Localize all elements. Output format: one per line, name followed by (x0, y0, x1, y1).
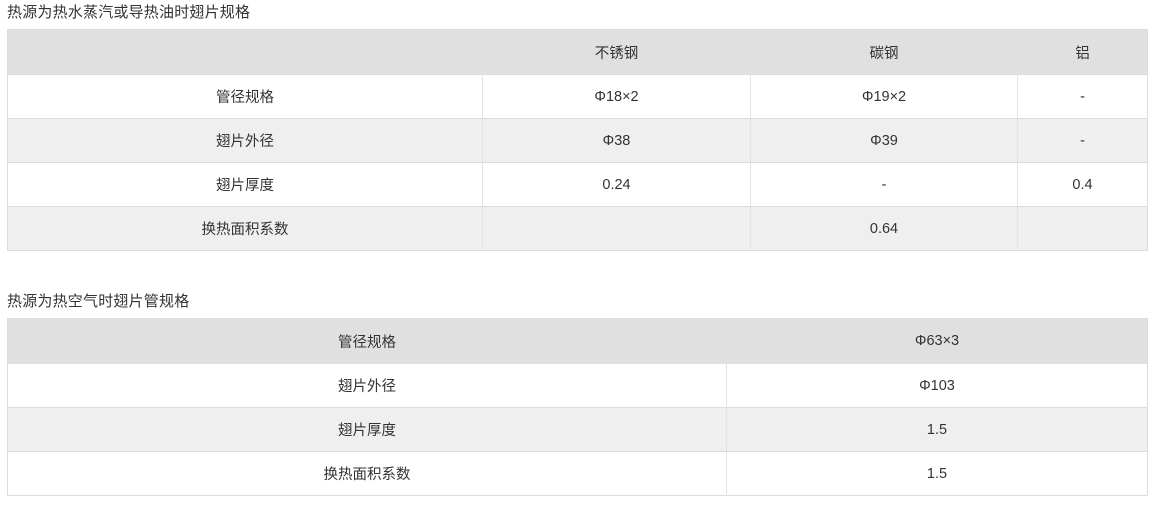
cell-value (1017, 206, 1148, 251)
cell-value: Φ19×2 (750, 74, 1018, 119)
cell-value: Φ38 (482, 118, 751, 163)
header-cell-stainless-steel: 不锈钢 (482, 29, 751, 75)
row-label-fin-thickness: 翅片厚度 (7, 407, 727, 452)
row-label-heat-transfer-area-coefficient: 换热面积系数 (7, 451, 727, 496)
fin-spec-table-2: 管径规格 Φ63×3 翅片外径 Φ103 翅片厚度 1.5 换热面积系数 1.5 (7, 318, 1148, 496)
cell-value: 1.5 (726, 407, 1148, 452)
table-row: 翅片厚度 1.5 (7, 407, 1148, 452)
header-cell-tube-diameter-value: Φ63×3 (726, 318, 1148, 364)
cell-value: Φ18×2 (482, 74, 751, 119)
section-hot-air: 热源为热空气时翅片管规格 管径规格 Φ63×3 翅片外径 Φ103 翅片厚度 1… (0, 289, 1152, 496)
row-label-fin-outer-diameter: 翅片外径 (7, 363, 727, 408)
table-row: 管径规格 Φ18×2 Φ19×2 - (7, 74, 1148, 119)
table-header-row: 管径规格 Φ63×3 (7, 318, 1148, 364)
cell-value: - (750, 162, 1018, 207)
fin-spec-table-1: 不锈钢 碳钢 铝 管径规格 Φ18×2 Φ19×2 - 翅片外径 Φ38 Φ39… (7, 29, 1148, 251)
cell-value (482, 206, 751, 251)
cell-value: 0.64 (750, 206, 1018, 251)
cell-value: 0.24 (482, 162, 751, 207)
table-row: 翅片厚度 0.24 - 0.4 (7, 162, 1148, 207)
header-cell-tube-diameter: 管径规格 (7, 318, 727, 364)
header-cell-blank (7, 29, 483, 75)
cell-value: 1.5 (726, 451, 1148, 496)
table-row: 翅片外径 Φ103 (7, 363, 1148, 408)
table-header-row: 不锈钢 碳钢 铝 (7, 29, 1148, 75)
row-label-heat-transfer-area-coefficient: 换热面积系数 (7, 206, 483, 251)
cell-value: Φ39 (750, 118, 1018, 163)
section-hot-water-steam-oil: 热源为热水蒸汽或导热油时翅片规格 不锈钢 碳钢 铝 管径规格 Φ18×2 Φ19… (0, 0, 1152, 251)
table-row: 换热面积系数 0.64 (7, 206, 1148, 251)
section-title-1: 热源为热水蒸汽或导热油时翅片规格 (7, 4, 251, 21)
cell-value: - (1017, 118, 1148, 163)
spec-tables-page: 热源为热水蒸汽或导热油时翅片规格 不锈钢 碳钢 铝 管径规格 Φ18×2 Φ19… (0, 0, 1152, 496)
cell-value: 0.4 (1017, 162, 1148, 207)
header-cell-aluminum: 铝 (1017, 29, 1148, 75)
table-row: 换热面积系数 1.5 (7, 451, 1148, 496)
row-label-tube-diameter: 管径规格 (7, 74, 483, 119)
section-title-2: 热源为热空气时翅片管规格 (7, 293, 190, 310)
row-label-fin-thickness: 翅片厚度 (7, 162, 483, 207)
table-row: 翅片外径 Φ38 Φ39 - (7, 118, 1148, 163)
cell-value: - (1017, 74, 1148, 119)
header-cell-carbon-steel: 碳钢 (750, 29, 1018, 75)
row-label-fin-outer-diameter: 翅片外径 (7, 118, 483, 163)
cell-value: Φ103 (726, 363, 1148, 408)
section-spacer (0, 251, 1152, 289)
